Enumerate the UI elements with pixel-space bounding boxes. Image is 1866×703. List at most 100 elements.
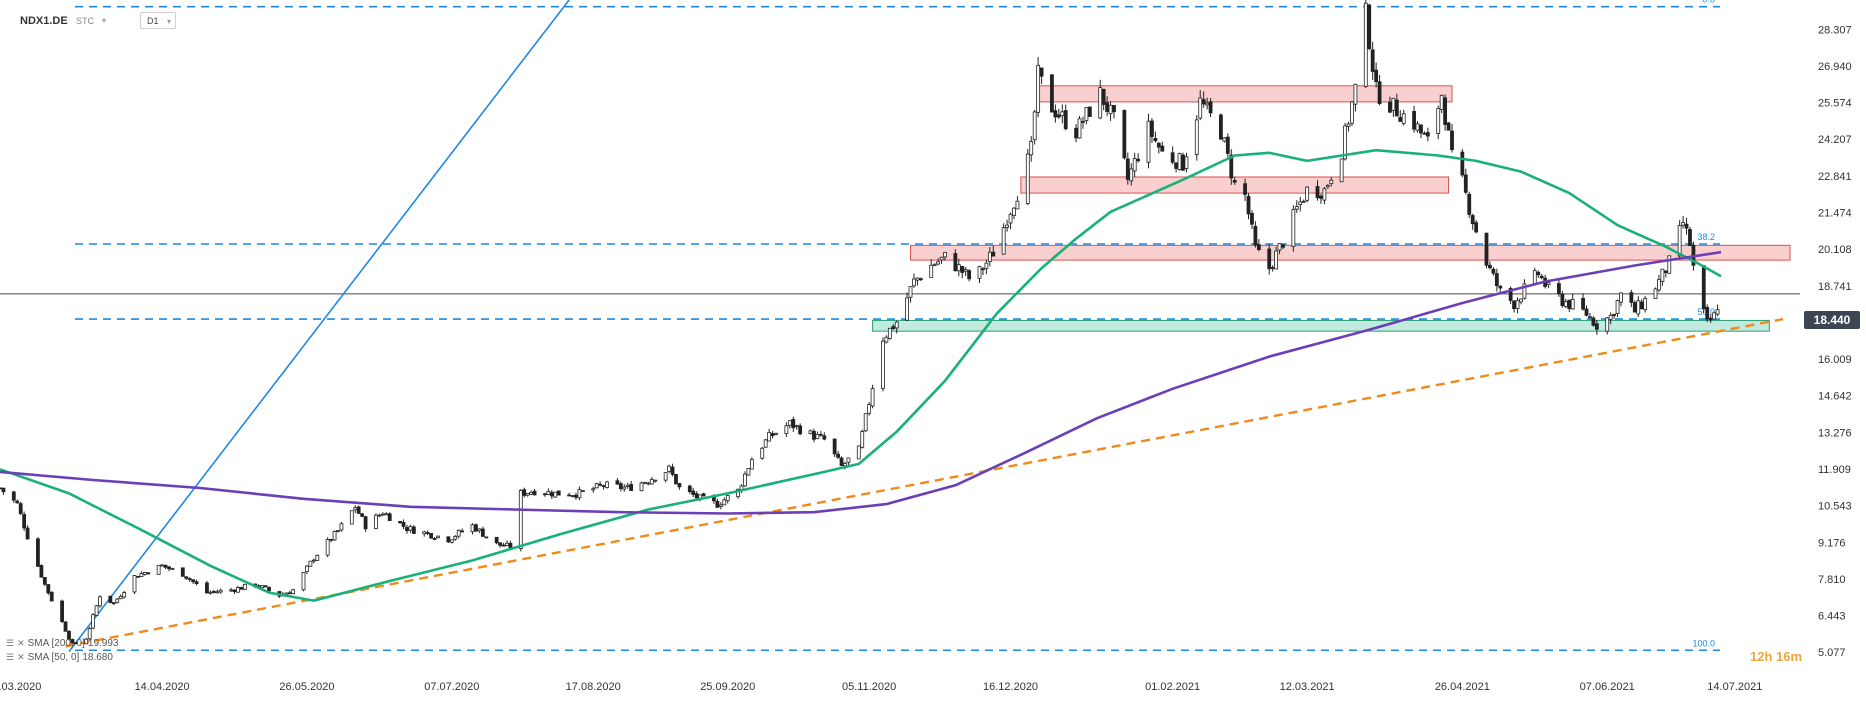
candle-body-128 <box>618 483 623 489</box>
candle-body-46 <box>218 589 223 593</box>
mode-selector[interactable]: STC <box>76 16 94 26</box>
candle-body-88 <box>425 532 430 534</box>
candle-body-260 <box>1253 225 1258 246</box>
close-icon[interactable]: ✕ <box>17 638 25 648</box>
menu-icon[interactable]: ☰ <box>6 652 15 662</box>
candle-body-62 <box>301 572 306 591</box>
candle-body-30 <box>142 572 147 575</box>
candle-body-179 <box>863 413 868 432</box>
candle-body-345 <box>1663 270 1668 274</box>
symbol-label[interactable]: NDX1.DE <box>20 15 68 27</box>
candle-body-186 <box>894 321 899 329</box>
chevron-down-icon[interactable]: ▾ <box>102 16 107 25</box>
candle-body-291 <box>1401 113 1406 124</box>
candle-body-120 <box>577 489 582 499</box>
y-tick-label-6: 13.276 <box>1818 427 1852 439</box>
candle-body-314 <box>1515 300 1520 309</box>
candle-body-143 <box>691 490 696 495</box>
candle-body-199 <box>960 266 965 273</box>
candle-body-65 <box>311 559 316 562</box>
candle-body-37 <box>180 567 185 577</box>
candle-body-229 <box>1105 102 1110 112</box>
candle-body-24 <box>115 598 120 603</box>
candle-body-182 <box>881 340 885 389</box>
y-tick-label-15: 25.574 <box>1818 98 1852 110</box>
candle-body-331 <box>1594 323 1599 330</box>
candle-body-97 <box>470 524 475 533</box>
candle-body-151 <box>725 495 730 502</box>
candle-body-230 <box>1108 104 1113 115</box>
candle-body-273 <box>1319 195 1323 199</box>
candle-body-307 <box>1484 232 1489 266</box>
candle-body-225 <box>1084 107 1089 121</box>
candle-body-98 <box>474 524 478 532</box>
candle-body-107 <box>518 489 523 549</box>
candle-body-140 <box>674 473 678 485</box>
candle-body-217 <box>1050 74 1054 113</box>
y-tick-label-1: 6.443 <box>1818 611 1846 623</box>
candle-body-41 <box>194 581 199 585</box>
candle-body-205 <box>987 251 992 262</box>
candle-body-82 <box>398 521 402 524</box>
candle-body-81 <box>387 513 392 521</box>
candle-body-164 <box>791 418 796 429</box>
candle-body-64 <box>308 560 313 567</box>
candle-body-51 <box>242 583 247 590</box>
candle-body-355 <box>1712 312 1717 320</box>
x-tick-label-3: 07.07.2020 <box>424 681 479 693</box>
candle-body-338 <box>1632 302 1637 313</box>
candle-body-208 <box>1005 224 1009 228</box>
candle-body-47 <box>229 589 233 592</box>
candle-body-233 <box>1125 158 1130 180</box>
candle-body-90 <box>432 538 437 540</box>
support-zone-3 <box>872 319 1770 332</box>
candle-body-200 <box>963 269 968 272</box>
candle-body-354 <box>1708 317 1713 321</box>
candle-body-27 <box>132 575 137 593</box>
candle-body-173 <box>836 453 840 458</box>
candle-body-294 <box>1419 124 1423 134</box>
y-tick-label-7: 14.642 <box>1818 391 1852 403</box>
candle-body-176 <box>846 457 851 463</box>
candle-body-84 <box>405 527 409 532</box>
candle-body-231 <box>1112 105 1116 113</box>
candle-body-270 <box>1301 200 1306 203</box>
candle-body-61 <box>291 589 296 595</box>
candle-body-211 <box>1015 200 1020 210</box>
x-tick-label-4: 17.08.2020 <box>566 681 621 693</box>
candle-body-92 <box>446 536 451 543</box>
candle-body-184 <box>887 327 892 339</box>
candle-body-215 <box>1036 64 1041 113</box>
candle-body-122 <box>591 488 596 491</box>
candle-body-308 <box>1488 264 1492 269</box>
close-icon[interactable]: ✕ <box>17 652 25 662</box>
candle-body-240 <box>1156 142 1161 148</box>
candle-body-244 <box>1177 153 1182 170</box>
candle-body-141 <box>677 483 682 488</box>
candle-body-152 <box>736 488 740 498</box>
candle-body-191 <box>918 278 923 281</box>
y-tick-label-13: 22.841 <box>1818 171 1852 183</box>
candle-body-32 <box>156 564 161 575</box>
candle-body-329 <box>1588 316 1592 319</box>
legend-sma200: ☰ ✕ SMA [200, 0] 19.993 <box>6 638 118 649</box>
candle-body-305 <box>1470 215 1475 225</box>
timeframe-selector[interactable]: D1 ▾ <box>140 12 176 29</box>
candle-body-35 <box>167 566 171 570</box>
candle-body-67 <box>325 539 330 556</box>
candle-body-156 <box>749 459 754 470</box>
candle-body-112 <box>543 493 547 496</box>
candle-body-10 <box>46 584 51 594</box>
fib-label-0: 0.0 <box>1702 0 1715 5</box>
candle-body-99 <box>477 528 482 532</box>
x-tick-label-0: 02.03.2020 <box>0 681 41 693</box>
menu-icon[interactable]: ☰ <box>6 638 15 648</box>
candle-body-297 <box>1436 108 1441 134</box>
candle-body-167 <box>808 430 813 435</box>
candle-body-6 <box>25 527 30 540</box>
candle-body-132 <box>639 482 644 492</box>
candle-body-271 <box>1305 186 1310 201</box>
current-price-badge: 18.440 <box>1804 311 1860 329</box>
